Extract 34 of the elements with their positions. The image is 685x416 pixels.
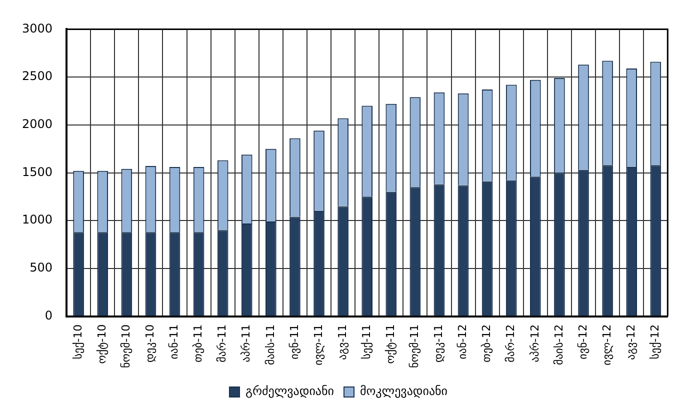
x-tick-label: მაის-12: [552, 324, 566, 366]
x-tick-label: იან-11: [168, 324, 181, 360]
legend-label: მოკლევადიანი: [360, 384, 448, 398]
y-tick-label: 500: [30, 260, 53, 275]
x-tick-label: სექ-12: [648, 324, 662, 360]
y-tick-label: 1500: [22, 164, 53, 179]
x-tick-label: ივლ-11: [312, 324, 325, 366]
x-tick-label: ივლ-12: [600, 324, 614, 366]
x-tick-label: ნოემ-10: [120, 324, 133, 368]
x-tick-label: სექ-11: [360, 324, 373, 360]
x-tick-label: ოქტ-10: [95, 324, 108, 364]
x-tick-label: დეკ-11: [432, 324, 446, 362]
y-tick-label: 2500: [22, 69, 53, 84]
x-tick-label: თებ-11: [192, 324, 205, 362]
y-tick-label: 1000: [22, 212, 53, 227]
x-tick-label: აპრ-11: [240, 324, 253, 362]
y-tick-label: 3000: [22, 21, 53, 36]
y-tick-label: 2000: [22, 117, 53, 132]
x-tick-label: დეკ-10: [144, 324, 157, 362]
legend-label: გრძელვადიანი: [245, 384, 334, 398]
x-tick-label: ოქტ-11: [384, 324, 398, 364]
x-tick-label: ივნ-12: [576, 324, 590, 360]
y-tick-label: 0: [44, 308, 53, 322]
x-tick-label: ნოემ-11: [408, 324, 422, 368]
x-tick-label: მარ-12: [504, 324, 518, 362]
x-tick-label: მარ-11: [216, 324, 229, 362]
x-tick-label: აგვ-11: [336, 324, 349, 360]
x-tick-label: აპრ-12: [528, 324, 542, 362]
x-tick-label: ივნ-11: [288, 324, 301, 360]
x-tick-label: მაის-11: [264, 324, 277, 366]
x-tick-label: აგვ-12: [624, 324, 638, 360]
x-tick-label: იან-12: [456, 324, 470, 360]
x-tick-label: სექ-10: [71, 324, 84, 360]
x-tick-label: თებ-12: [480, 324, 494, 362]
